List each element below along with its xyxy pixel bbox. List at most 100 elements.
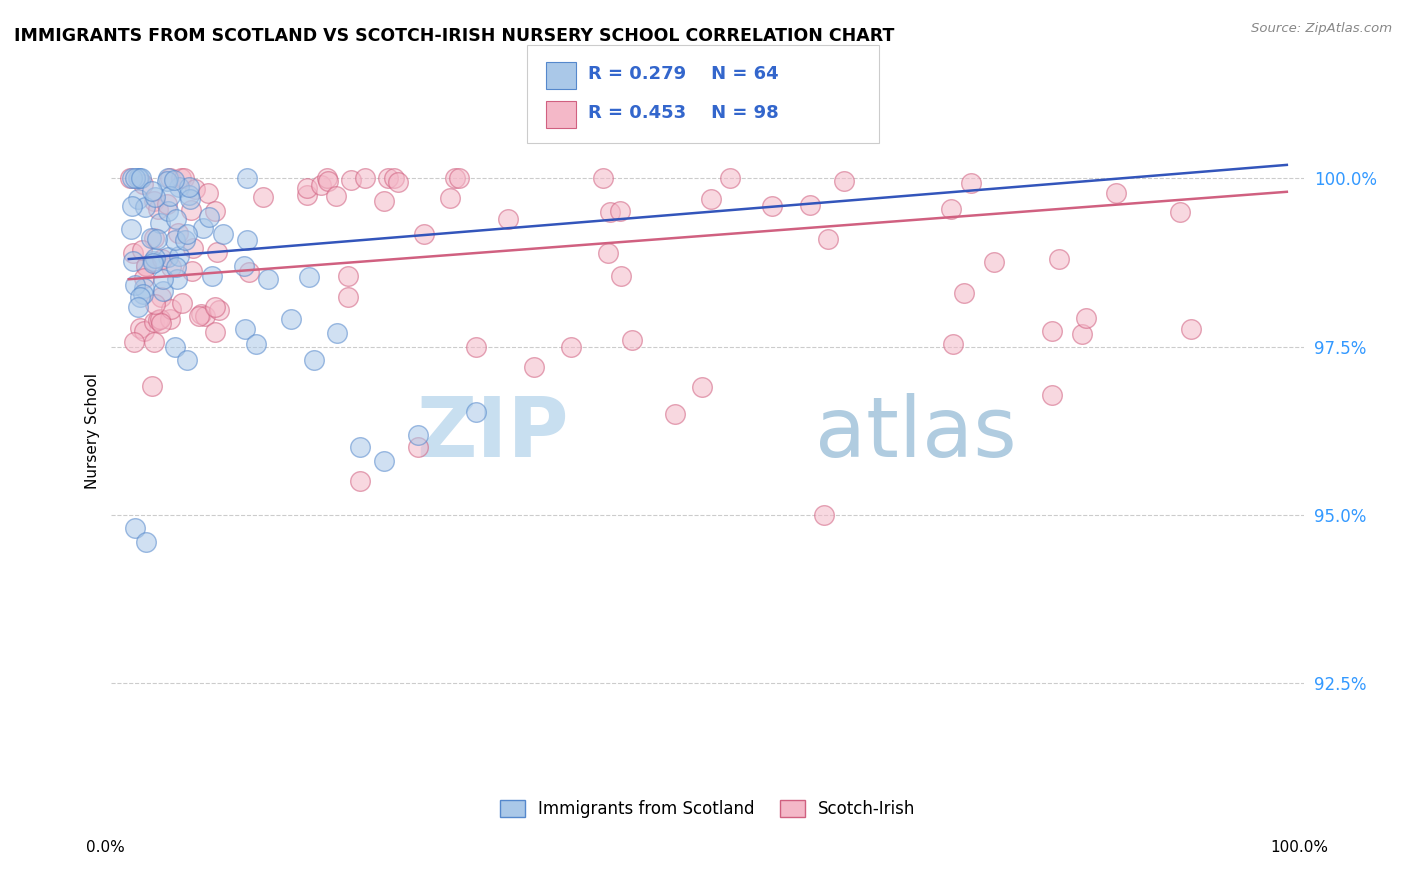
Point	[187, 309, 209, 323]
Point	[135, 534, 157, 549]
Point	[465, 339, 488, 353]
Point	[159, 171, 181, 186]
Point	[325, 189, 347, 203]
Point	[132, 177, 155, 191]
Point	[295, 180, 318, 194]
Point	[132, 324, 155, 338]
Point	[176, 227, 198, 241]
Point	[496, 212, 519, 227]
Point	[179, 192, 201, 206]
Point	[172, 295, 194, 310]
Point	[173, 171, 195, 186]
Point	[124, 521, 146, 535]
Point	[156, 250, 179, 264]
Point	[523, 359, 546, 374]
Point	[166, 226, 188, 240]
Point	[132, 287, 155, 301]
Point	[664, 407, 686, 421]
Point	[127, 171, 149, 186]
Point	[128, 321, 150, 335]
Point	[143, 297, 166, 311]
Point	[302, 352, 325, 367]
Text: 0.0%: 0.0%	[86, 840, 125, 855]
Point	[233, 259, 256, 273]
Point	[165, 212, 187, 227]
Point	[122, 246, 145, 260]
Point	[610, 269, 633, 284]
Point	[761, 199, 783, 213]
Point	[165, 260, 187, 274]
Point	[349, 441, 371, 455]
Point	[170, 171, 193, 186]
Point	[295, 188, 318, 202]
Text: Source: ZipAtlas.com: Source: ZipAtlas.com	[1251, 22, 1392, 36]
Point	[444, 171, 467, 186]
Point	[118, 171, 141, 186]
Text: atlas: atlas	[815, 393, 1017, 475]
Point	[1105, 186, 1128, 200]
Point	[141, 231, 163, 245]
Point	[156, 171, 179, 186]
Point	[141, 379, 163, 393]
Point	[122, 335, 145, 350]
Point	[377, 171, 399, 186]
Point	[152, 272, 174, 286]
Point	[813, 508, 835, 522]
Point	[256, 272, 278, 286]
Point	[184, 181, 207, 195]
Point	[159, 301, 181, 316]
Point	[127, 300, 149, 314]
Point	[252, 190, 274, 204]
Point	[143, 231, 166, 245]
Point	[208, 302, 231, 317]
Point	[560, 340, 582, 354]
Point	[942, 336, 965, 351]
Point	[439, 191, 461, 205]
Point	[280, 311, 302, 326]
Point	[408, 441, 430, 455]
Point	[233, 321, 256, 335]
Point	[135, 259, 157, 273]
Point	[135, 259, 157, 273]
Point	[183, 241, 205, 255]
Point	[160, 260, 183, 274]
Point	[204, 325, 226, 339]
Point	[236, 234, 259, 248]
Point	[156, 174, 179, 188]
Point	[318, 173, 340, 187]
Point	[197, 186, 219, 200]
Point	[163, 233, 186, 247]
Text: IMMIGRANTS FROM SCOTLAND VS SCOTCH-IRISH NURSERY SCHOOL CORRELATION CHART: IMMIGRANTS FROM SCOTLAND VS SCOTCH-IRISH…	[14, 27, 894, 45]
Point	[159, 188, 181, 202]
Point	[176, 353, 198, 368]
Point	[142, 334, 165, 349]
Point	[621, 333, 644, 347]
Point	[180, 202, 202, 217]
Point	[143, 315, 166, 329]
Point	[134, 281, 156, 295]
Point	[159, 311, 181, 326]
Point	[143, 194, 166, 208]
Point	[141, 184, 163, 198]
Point	[465, 405, 488, 419]
Point	[298, 269, 321, 284]
Point	[245, 337, 267, 351]
Point	[194, 310, 217, 324]
Point	[167, 249, 190, 263]
Point	[1047, 252, 1070, 266]
Point	[832, 174, 855, 188]
Point	[799, 198, 821, 212]
Point	[148, 312, 170, 326]
Point	[149, 289, 172, 303]
Point	[143, 252, 166, 266]
Point	[592, 171, 614, 186]
Point	[212, 227, 235, 242]
Point	[599, 205, 621, 219]
Point	[121, 199, 143, 213]
Point	[1040, 324, 1063, 338]
Point	[337, 289, 360, 303]
Text: ZIP: ZIP	[416, 393, 569, 475]
Point	[238, 265, 260, 279]
Point	[718, 171, 741, 186]
Point	[122, 253, 145, 268]
